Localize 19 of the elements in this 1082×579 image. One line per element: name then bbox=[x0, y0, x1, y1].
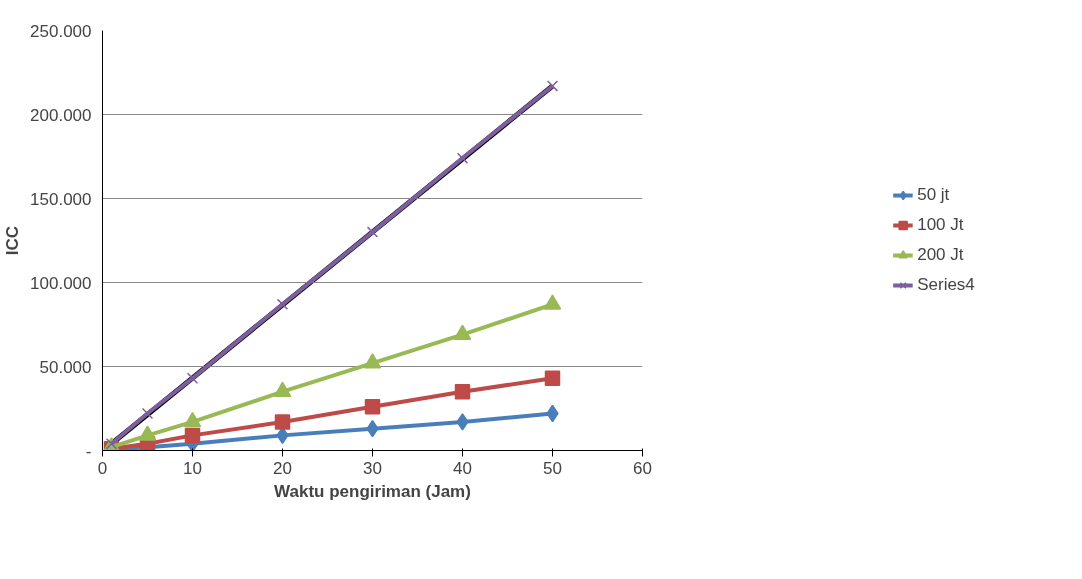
y-tick-label: 250.000 bbox=[30, 21, 92, 41]
y-tick-label: 150.000 bbox=[30, 189, 92, 209]
y-tick-label: 50.000 bbox=[39, 357, 92, 377]
legend-label: Series4 bbox=[917, 275, 975, 295]
x-tick-label: 60 bbox=[633, 458, 652, 478]
legend-label: 100 Jt bbox=[917, 215, 964, 235]
y-axis-title: ICC bbox=[3, 225, 23, 256]
legend-label: 200 Jt bbox=[917, 245, 964, 265]
x-tick-label: 20 bbox=[273, 458, 292, 478]
x-tick-label: 10 bbox=[183, 458, 202, 478]
x-tick-label: 40 bbox=[453, 458, 472, 478]
x-tick-label: 0 bbox=[97, 458, 108, 478]
x-axis-title: Waktu pengiriman (Jam) bbox=[274, 481, 471, 501]
legend-label: 50 jt bbox=[917, 185, 950, 205]
y-tick-label: - bbox=[85, 441, 92, 461]
y-tick-label: 100.000 bbox=[30, 273, 92, 293]
y-tick-label: 200.000 bbox=[30, 105, 92, 125]
x-tick-label: 50 bbox=[543, 458, 562, 478]
x-tick-label: 30 bbox=[363, 458, 382, 478]
